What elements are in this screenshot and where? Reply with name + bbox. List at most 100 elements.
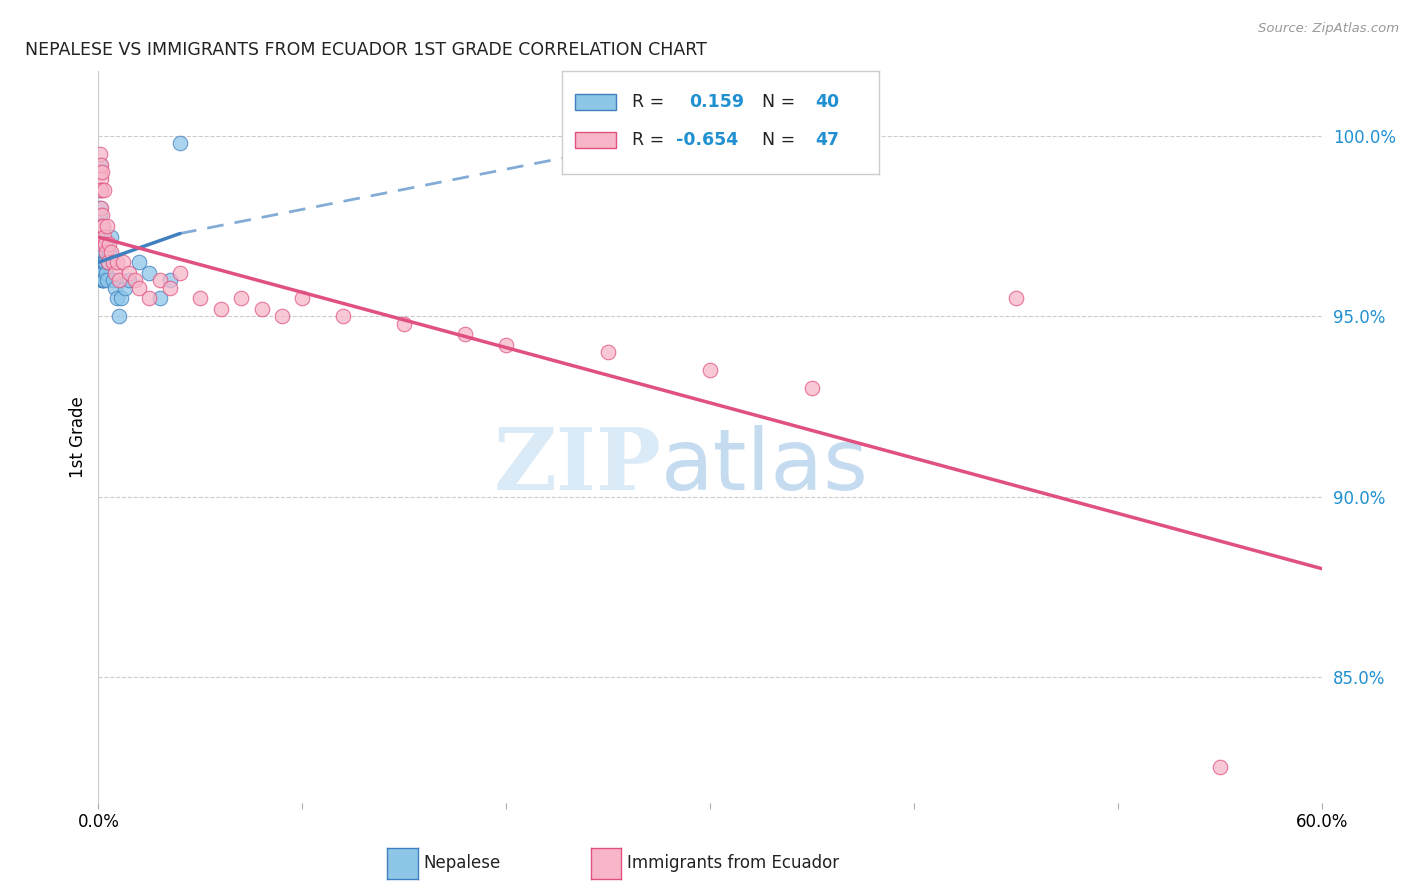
Point: [149, 273, 172, 287]
Point: [90, 230, 112, 244]
Point: [91, 273, 114, 287]
Point: [90, 183, 112, 197]
Point: [89, 209, 111, 223]
Point: [93, 230, 115, 244]
Point: [250, 302, 273, 317]
Point: [108, 273, 131, 287]
Point: [90, 273, 112, 287]
Point: [495, 338, 517, 352]
Point: [91, 237, 114, 252]
Point: [128, 255, 150, 269]
Point: [270, 310, 294, 324]
Text: NEPALESE VS IMMIGRANTS FROM ECUADOR 1ST GRADE CORRELATION CHART: NEPALESE VS IMMIGRANTS FROM ECUADOR 1ST …: [25, 41, 707, 59]
Point: [91, 219, 114, 234]
Point: [89, 147, 111, 161]
Point: [94, 266, 117, 280]
Point: [100, 244, 122, 259]
Point: [105, 255, 128, 269]
Point: [118, 273, 141, 287]
Point: [392, 317, 416, 331]
Point: [93, 183, 115, 197]
Point: [159, 280, 181, 294]
Point: [93, 237, 115, 252]
Point: [101, 255, 124, 269]
Point: [93, 255, 115, 269]
Point: [90, 183, 112, 197]
Point: [209, 302, 232, 317]
Point: [104, 280, 127, 294]
Point: [89, 219, 111, 234]
Point: [138, 291, 160, 305]
Y-axis label: 1st Grade: 1st Grade: [69, 396, 87, 478]
Point: [89, 183, 111, 197]
FancyBboxPatch shape: [575, 94, 616, 111]
Point: [128, 280, 150, 294]
Point: [1004, 291, 1026, 305]
Point: [90, 219, 112, 234]
Point: [91, 237, 114, 252]
Text: Immigrants from Ecuador: Immigrants from Ecuador: [627, 855, 839, 872]
Point: [90, 209, 112, 223]
FancyBboxPatch shape: [575, 132, 616, 148]
Point: [91, 273, 114, 287]
Point: [93, 273, 115, 287]
Text: N =: N =: [762, 130, 794, 149]
Point: [90, 237, 112, 252]
Point: [97, 237, 120, 252]
Point: [699, 363, 721, 377]
Point: [111, 255, 134, 269]
Point: [101, 273, 124, 287]
Point: [90, 201, 112, 215]
Point: [89, 158, 111, 172]
Text: 0.159: 0.159: [689, 93, 744, 111]
Text: Nepalese: Nepalese: [423, 855, 501, 872]
Text: R =: R =: [633, 130, 664, 149]
Point: [159, 273, 181, 287]
Point: [90, 255, 112, 269]
Point: [89, 165, 111, 179]
Point: [93, 244, 115, 259]
Point: [332, 310, 354, 324]
Point: [291, 291, 314, 305]
Point: [91, 244, 114, 259]
Point: [91, 255, 114, 269]
Point: [96, 219, 118, 234]
Point: [454, 327, 477, 342]
Point: [118, 266, 141, 280]
Point: [94, 244, 117, 259]
Point: [91, 266, 114, 280]
Point: [105, 291, 128, 305]
Point: [90, 255, 112, 269]
Point: [100, 230, 122, 244]
Text: 40: 40: [815, 93, 839, 111]
Point: [90, 172, 112, 186]
Point: [149, 291, 172, 305]
Text: atlas: atlas: [661, 425, 869, 508]
Point: [1208, 760, 1232, 774]
Point: [97, 255, 120, 269]
Point: [169, 136, 191, 151]
Point: [188, 291, 212, 305]
Point: [90, 219, 112, 234]
Point: [231, 291, 253, 305]
Point: [91, 165, 114, 179]
Point: [90, 244, 112, 259]
Text: R =: R =: [633, 93, 664, 111]
Point: [93, 255, 115, 269]
Point: [97, 244, 120, 259]
Point: [801, 381, 824, 395]
Text: ZIP: ZIP: [494, 425, 661, 508]
Point: [97, 255, 120, 269]
Text: Source: ZipAtlas.com: Source: ZipAtlas.com: [1258, 22, 1399, 36]
Point: [169, 266, 191, 280]
Point: [114, 280, 136, 294]
Point: [90, 158, 112, 172]
Text: 47: 47: [815, 130, 839, 149]
Point: [138, 266, 160, 280]
Point: [89, 201, 111, 215]
Point: [104, 266, 127, 280]
Point: [90, 266, 112, 280]
Point: [596, 345, 619, 359]
Point: [96, 273, 118, 287]
Point: [110, 291, 132, 305]
